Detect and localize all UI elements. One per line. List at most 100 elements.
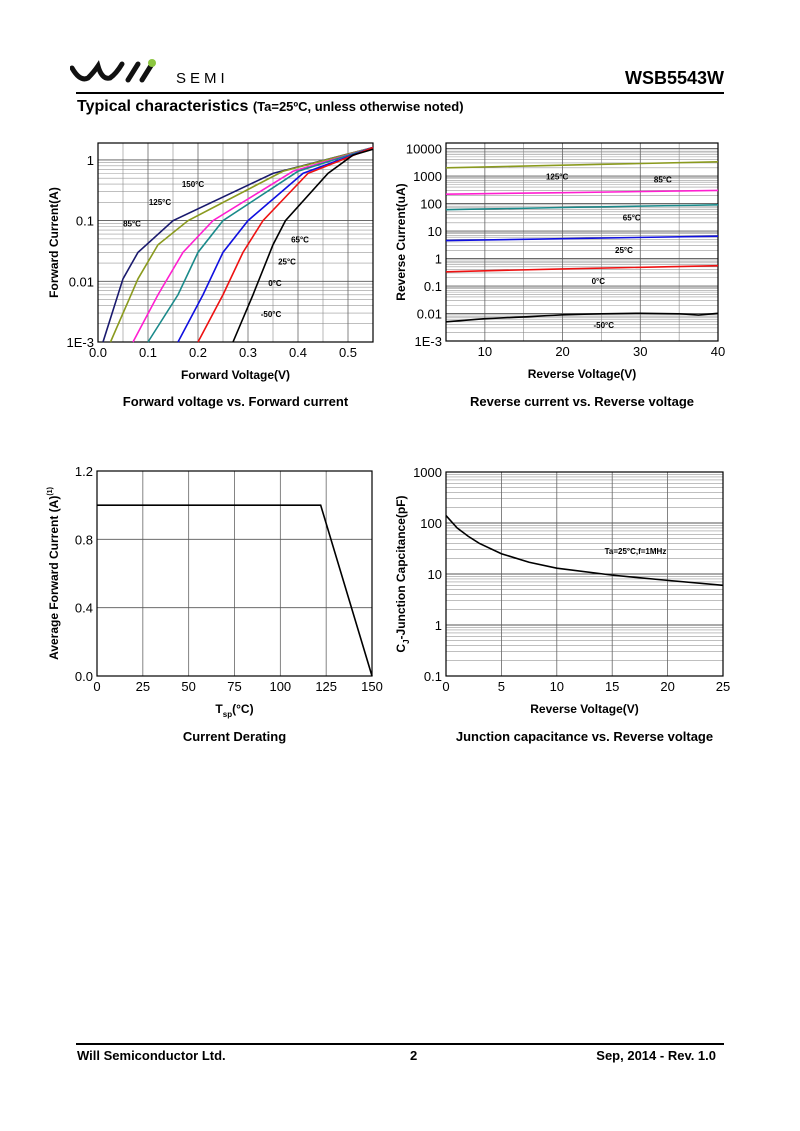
y-axis-label-footnote: (1) — [47, 487, 54, 496]
y-tick-label: 10 — [428, 224, 442, 239]
series-label: 25°C — [278, 257, 296, 266]
y-tick-label: 1 — [435, 252, 442, 267]
series-label: 85°C — [654, 175, 672, 184]
x-axis-label: Reverse Voltage(V) — [530, 702, 639, 716]
chart-2: 10 20 30 40 1E-3 0.01 0.1 1 10 100 1000 10000 125°C 8… — [394, 142, 725, 409]
x-tick-label: 75 — [227, 679, 241, 694]
x-axis-label-subscript: sp — [223, 710, 232, 719]
series-line-125 — [445, 161, 719, 169]
chart-3: 0 25 50 75 100 125 150 0.0 0.4 0.8 1.2 Tsp(°C) Avera… — [47, 464, 383, 744]
y-tick-label: 0.0 — [75, 669, 93, 684]
x-tick-label: 25 — [136, 679, 150, 694]
series-line-85 — [132, 146, 374, 343]
y-tick-label: 100 — [420, 197, 442, 212]
y-tick-label: 1.2 — [75, 464, 93, 479]
x-axis-label: Forward Voltage(V) — [181, 368, 290, 382]
x-tick-label: 0 — [442, 679, 449, 694]
chart-title: Current Derating — [183, 729, 286, 744]
section-condition: (Ta=25ºC, unless otherwise noted) — [252, 99, 464, 114]
x-axis-label: Reverse Voltage(V) — [528, 367, 637, 381]
y-tick-label: 0.1 — [424, 669, 442, 684]
chart-1: 0.0 0.1 0.2 0.3 0.4 0.5 1E-3 0.01 0.1 1 150°C 125°C… — [47, 142, 374, 409]
x-tick-label: 0.2 — [189, 345, 207, 360]
y-tick-label: 0.01 — [417, 307, 442, 322]
series-label: -50°C — [593, 321, 614, 330]
x-tick-label: 10 — [478, 344, 492, 359]
series-line--50 — [232, 148, 374, 343]
chart-annotation: Ta=25°C,f=1MHz — [605, 547, 667, 556]
series-line-0 — [197, 146, 374, 343]
y-axis-label: Average Forward Current (A)(1) — [47, 487, 61, 660]
plot-frame — [96, 470, 373, 677]
x-tick-label: 125 — [315, 679, 337, 694]
series-line--50 — [445, 312, 719, 323]
series-label: 0°C — [592, 277, 606, 286]
series-line-65 — [147, 146, 374, 343]
x-tick-label: 10 — [550, 679, 564, 694]
y-tick-label: 1 — [87, 153, 94, 168]
series-line-25 — [445, 235, 719, 242]
y-tick-label: 10 — [428, 567, 442, 582]
footer-company: Will Semiconductor Ltd. — [77, 1048, 226, 1063]
header-divider — [76, 92, 724, 94]
y-tick-label: 10000 — [406, 142, 442, 157]
plot-frame — [97, 142, 374, 343]
x-tick-label: 50 — [181, 679, 195, 694]
x-tick-label: 40 — [711, 344, 725, 359]
x-tick-label: 30 — [633, 344, 647, 359]
x-tick-label: 5 — [498, 679, 505, 694]
y-tick-label: 1E-3 — [415, 334, 442, 349]
x-tick-label: 20 — [555, 344, 569, 359]
x-tick-label: 0.3 — [239, 345, 257, 360]
footer-page-number: 2 — [410, 1048, 418, 1063]
y-tick-label: 1000 — [413, 169, 442, 184]
series-line-65 — [445, 204, 719, 211]
y-axis-label: CJ-Junction Capcitance(pF) — [394, 495, 411, 652]
y-axis-label-rest: -Junction Capcitance(pF) — [394, 495, 408, 639]
y-tick-label: 1E-3 — [67, 335, 94, 350]
series-label: 125°C — [149, 198, 172, 207]
plot-frame — [445, 142, 719, 342]
series-label: 25°C — [615, 246, 633, 255]
x-tick-label: 150 — [361, 679, 383, 694]
series-line-0 — [445, 264, 719, 273]
x-tick-label: 0.0 — [89, 345, 107, 360]
chart-4: 0 5 10 15 20 25 0.1 1 10 100 1000 Ta=25°C,f=1MHz Rev… — [394, 465, 730, 744]
footer-divider — [76, 1043, 724, 1045]
part-number: WSB5543W — [624, 68, 724, 88]
series-line-25 — [177, 146, 374, 343]
x-tick-label: 25 — [716, 679, 730, 694]
footer-date-revision: Sep, 2014 - Rev. 1.0 — [596, 1048, 716, 1063]
y-tick-label: 0.8 — [75, 532, 93, 547]
series-label: 150°C — [182, 180, 205, 189]
logo-swoosh-icon — [69, 59, 156, 83]
x-tick-label: 0 — [93, 679, 100, 694]
x-axis-label: Tsp(°C) — [215, 702, 253, 719]
chart-title: Forward voltage vs. Forward current — [123, 394, 349, 409]
y-tick-label: 0.1 — [76, 214, 94, 229]
series-label: 125°C — [546, 172, 569, 181]
y-tick-label: 0.4 — [75, 601, 93, 616]
y-tick-label: 100 — [420, 516, 442, 531]
plot-area — [98, 143, 373, 342]
company-logo — [69, 58, 180, 86]
series-line-85 — [445, 189, 719, 195]
x-tick-label: 20 — [660, 679, 674, 694]
y-tick-label: 1000 — [413, 465, 442, 480]
series-line--50 — [445, 515, 724, 587]
y-tick-label: 0.1 — [424, 279, 442, 294]
chart-title: Junction capacitance vs. Reverse voltage — [456, 729, 713, 744]
series-label: 85°C — [123, 219, 141, 228]
series-line-125 — [109, 146, 374, 343]
chart-title: Reverse current vs. Reverse voltage — [470, 394, 694, 409]
plot-frame — [445, 471, 724, 677]
y-axis-label: Forward Current(A) — [47, 187, 61, 298]
series-label: 0°C — [268, 279, 282, 288]
series-line--50 — [97, 504, 373, 677]
y-tick-label: 1 — [435, 618, 442, 633]
section-title: Typical characteristics (Ta=25ºC, unless… — [77, 98, 464, 116]
y-tick-label: 0.01 — [69, 274, 94, 289]
series-label: 65°C — [291, 235, 309, 244]
y-axis-label-subscript: J — [402, 639, 411, 643]
